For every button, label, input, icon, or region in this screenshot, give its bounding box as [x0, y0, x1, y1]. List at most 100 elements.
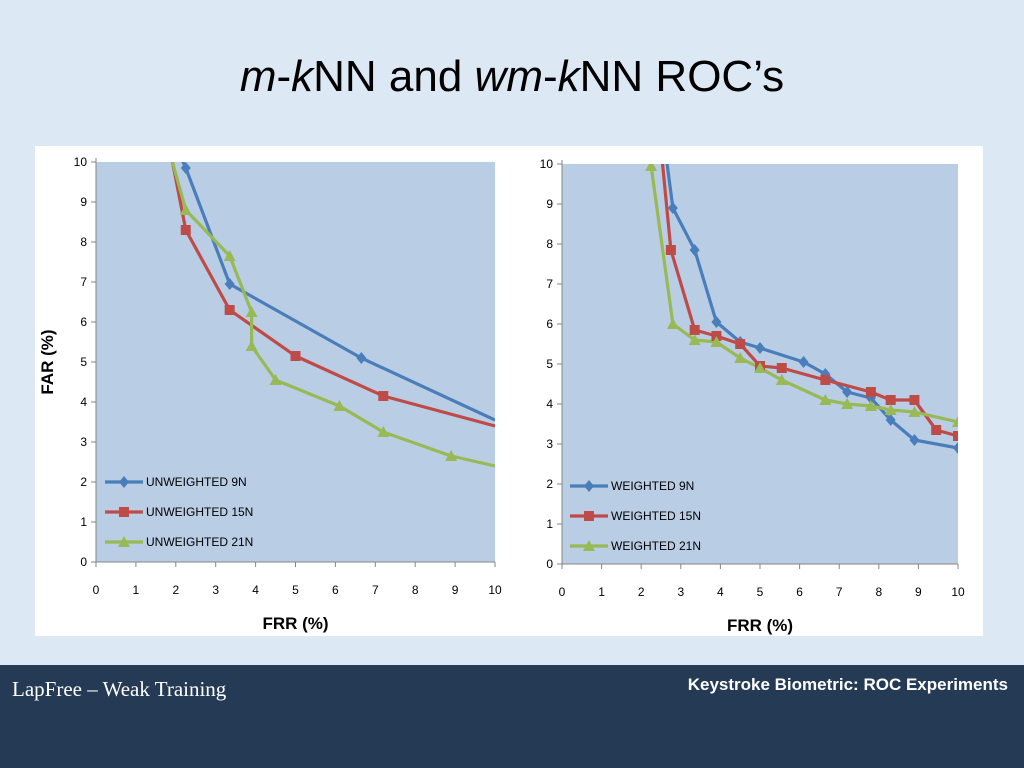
left-data-point	[269, 374, 282, 385]
left-y-tick-label: 5	[80, 355, 87, 369]
right-x-tick-label: 2	[638, 585, 645, 599]
right-x-tick-label: 0	[559, 585, 566, 599]
right-data-point	[884, 404, 897, 415]
left-data-point	[333, 400, 346, 411]
right-data-point	[909, 395, 920, 405]
left-data-point	[180, 225, 191, 235]
right-x-tick-label: 9	[915, 585, 922, 599]
right-x-tick-label: 8	[875, 585, 882, 599]
left-data-point	[377, 426, 390, 437]
right-y-tick-label: 9	[546, 197, 553, 211]
left-x-axis-title: FRR (%)	[262, 614, 328, 633]
left-x-tick-label: 7	[372, 583, 379, 597]
right-x-tick-label: 1	[598, 585, 605, 599]
right-x-tick-label: 3	[677, 585, 684, 599]
title-part: k	[557, 52, 580, 101]
right-data-point	[665, 245, 676, 255]
left-legend-marker-1	[119, 507, 129, 517]
right-data-point	[953, 431, 958, 441]
left-legend-label-1: UNWEIGHTED 15N	[146, 505, 253, 519]
right-data-point	[864, 400, 877, 411]
right-data-point	[953, 442, 958, 454]
left-y-tick-label: 0	[80, 555, 87, 569]
left-y-tick-label: 4	[80, 395, 87, 409]
title-part: wm	[474, 52, 543, 101]
right-data-point	[688, 334, 701, 345]
right-legend-label-1: WEIGHTED 15N	[611, 509, 701, 523]
right-y-tick-label: 5	[546, 357, 553, 371]
footer-right-text: Keystroke Biometric: ROC Experiments	[687, 675, 1008, 694]
right-x-tick-label: 5	[757, 585, 764, 599]
left-x-tick-label: 0	[93, 583, 100, 597]
right-y-tick-label: 2	[546, 477, 553, 491]
left-y-tick-label: 8	[80, 235, 87, 249]
footer-left-text: LapFree – Weak Training	[12, 677, 227, 701]
right-data-point	[841, 398, 854, 409]
left-x-tick-label: 4	[252, 583, 259, 597]
title-part: -	[542, 52, 558, 101]
left-y-axis-title: FAR (%)	[38, 329, 57, 394]
left-data-point	[445, 450, 458, 461]
right-x-tick-label: 7	[836, 585, 843, 599]
left-legend-marker-0	[119, 476, 129, 488]
weighted-roc-chart: 0 1 2 3 4 5 6 7 8 9 10 0 1 2 3 4 5 6 7 8 9 10 FRR (%) WEIGHTED …	[508, 146, 983, 636]
left-y-tick-label: 6	[80, 315, 87, 329]
right-data-point	[689, 325, 700, 335]
right-data-point	[735, 339, 746, 349]
title-part: m	[239, 52, 277, 101]
right-data-point	[820, 375, 831, 385]
right-data-point	[666, 318, 679, 329]
left-x-tick-label: 1	[133, 583, 140, 597]
right-data-point	[952, 416, 958, 427]
right-data-point	[798, 356, 809, 368]
left-y-tick-label: 1	[80, 515, 87, 529]
right-x-tick-label: 4	[717, 585, 724, 599]
right-x-tick-label: 6	[796, 585, 803, 599]
right-data-point	[776, 363, 787, 373]
right-y-tick-label: 0	[546, 557, 553, 571]
weighted-roc-svg: 0 1 2 3 4 5 6 7 8 9 10 0 1 2 3 4 5 6 7 8 9 10 FRR (%) WEIGHTED …	[540, 157, 965, 635]
left-y-tick-label: 9	[80, 195, 87, 209]
right-data-point	[908, 406, 921, 417]
left-plot-area	[96, 162, 495, 562]
left-series-group	[170, 162, 495, 468]
right-data-point	[667, 202, 678, 214]
left-y-tick-label: 3	[80, 435, 87, 449]
left-data-point	[290, 351, 301, 361]
left-data-point	[179, 204, 192, 215]
right-y-tick-label: 1	[546, 517, 553, 531]
right-y-tick-label: 4	[546, 397, 553, 411]
left-data-point	[224, 305, 235, 315]
right-data-point	[819, 394, 832, 405]
title-part: NN and	[313, 52, 475, 101]
right-legend-marker-2	[583, 540, 595, 551]
left-data-point	[245, 306, 258, 317]
unweighted-roc-chart: 0 1 2 3 4 5 6 7 8 9 10 0 1 2 3 4 5 6 7 8 9 10 FRR (%) FAR (%) UN…	[35, 146, 508, 636]
right-data-point	[689, 244, 700, 256]
left-data-point	[224, 278, 235, 290]
right-data-point	[885, 395, 896, 405]
left-y-tick-label: 7	[80, 275, 87, 289]
right-x-axis-title: FRR (%)	[727, 616, 793, 635]
right-x-tick-label: 10	[951, 585, 965, 599]
left-legend-label-0: UNWEIGHTED 9N	[146, 475, 247, 489]
left-y-tick-label: 2	[80, 475, 87, 489]
left-data-point	[223, 250, 236, 261]
unweighted-roc-svg: 0 1 2 3 4 5 6 7 8 9 10 0 1 2 3 4 5 6 7 8 9 10 FRR (%) FAR (%) UN…	[38, 155, 502, 633]
right-data-point	[710, 336, 723, 347]
right-data-point	[754, 362, 766, 373]
left-data-point	[245, 340, 258, 351]
right-data-point	[931, 425, 942, 435]
left-data-point	[378, 391, 389, 401]
right-y-tick-label: 10	[540, 157, 554, 171]
right-data-point	[775, 374, 788, 385]
left-data-point	[356, 352, 367, 364]
right-legend-marker-0	[584, 480, 594, 492]
right-legend-label-2: WEIGHTED 21N	[611, 539, 701, 553]
footer-bar: LapFree – Weak Training Keystroke Biomet…	[0, 665, 1024, 768]
right-y-tick-label: 8	[546, 237, 553, 251]
right-legend-marker-1	[584, 511, 594, 521]
right-y-tick-label: 3	[546, 437, 553, 451]
right-legend-label-0: WEIGHTED 9N	[611, 479, 694, 493]
right-series-group	[645, 164, 958, 454]
